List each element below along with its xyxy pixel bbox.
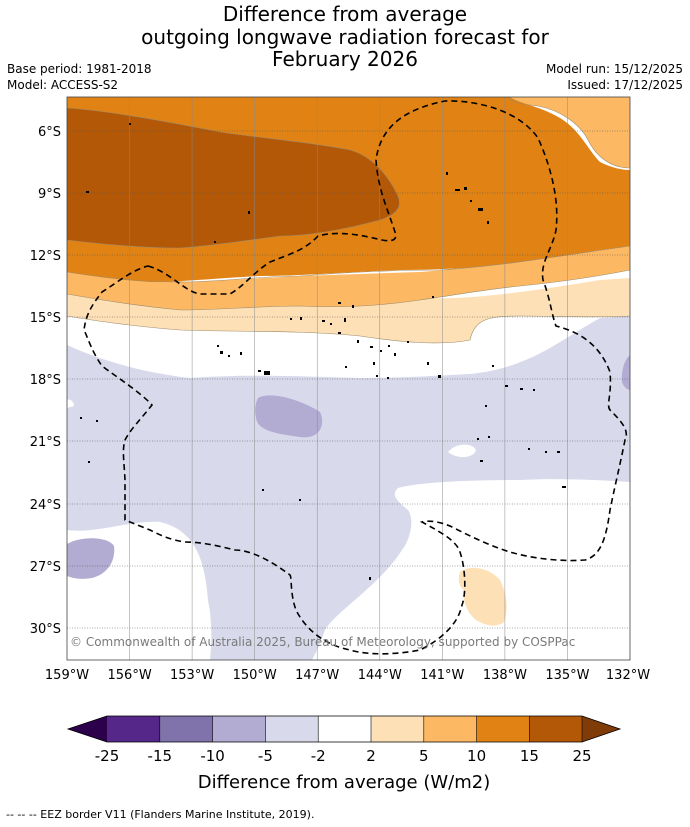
chart-title-line-2: outgoing longwave radiation forecast for [141,25,549,49]
y-tick-label: 30°S [30,622,61,637]
colorbar-bin-m15-m10 [159,716,213,742]
y-tick-label: 21°S [30,435,61,450]
y-tick-label: 24°S [30,498,61,513]
model-run-label: Model run: 15/12/2025 [545,62,683,76]
colorbar-title: Difference from average (W/m2) [198,772,490,793]
positive-anomaly-region-p2-p5 [67,278,630,343]
positive-anomaly-region-p2-p5 [458,567,507,626]
map-figure: © Commonwealth of Australia 2025, Bureau… [30,96,650,793]
x-axis-labels: 159°W 156°W 153°W 150°W 147°W 144°W 141°… [45,668,650,683]
y-tick-label: 6°S [38,125,61,140]
x-tick-label: 153°W [170,668,214,683]
colorbar-tick-label: 25 [572,747,591,765]
plot-frame [66,96,631,661]
colorbar-tick-label: 5 [419,747,429,765]
negative-anomaly-region-m5-m2 [67,316,630,660]
colorbar-bin-m25-m15 [107,716,160,742]
positive-anomaly-region-p5-p10 [67,246,630,310]
anomaly-field: © Commonwealth of Australia 2025, Bureau… [67,97,630,660]
colorbar-bin-m2-p2 [318,716,371,742]
colorbar-tick-label: 15 [520,747,539,765]
colorbar-bin-p15-p25 [529,716,582,742]
positive-anomaly-region-p5-p10 [510,97,630,168]
x-tick-label: 135°W [545,668,589,683]
colorbar-extend-low [68,716,107,742]
y-tick-label: 18°S [30,373,61,388]
neutral-patch [448,444,476,458]
y-tick-label: 12°S [30,249,61,264]
negative-anomaly-region-m10-m5 [67,538,115,579]
colorbar-bin-m10-m5 [212,716,266,742]
x-tick-label: 159°W [45,668,89,683]
y-tick-label: 27°S [30,560,61,575]
colorbar-tick-label: -5 [258,747,273,765]
colorbar-tick-label: 10 [467,747,486,765]
x-tick-label: 132°W [606,668,650,683]
y-tick-label: 15°S [30,311,61,326]
colorbar-bin-p5-p10 [423,716,477,742]
positive-anomaly-region-p15-p25 [67,108,400,248]
colorbar-bin-p2-p5 [371,716,424,742]
negative-anomaly-region-m10-m5 [621,355,630,390]
x-tick-label: 156°W [108,668,152,683]
colorbar-tick-label: -10 [200,747,225,765]
x-tick-label: 147°W [295,668,339,683]
model-label: Model: ACCESS-S2 [7,78,119,92]
colorbar-tick-label: -15 [148,747,173,765]
base-period-label: Base period: 1981-2018 [7,62,152,76]
colorbar-bin-p10-p15 [476,716,530,742]
y-axis-labels: 6°S 9°S 12°S 15°S 18°S 21°S 24°S 27°S 30… [30,125,61,637]
colorbar-bin-m5-m2 [265,716,319,742]
colorbar: -25 -15 -10 -5 -2 2 5 10 15 25 Differenc… [66,715,622,793]
chart-title-line-1: Difference from average [222,2,468,26]
y-tick-label: 9°S [38,187,61,202]
colorbar-extend-high [582,716,620,742]
negative-anomaly-region-m10-m5 [255,395,323,438]
colorbar-tick-label: -25 [95,747,120,765]
island-markers [80,123,566,580]
x-tick-label: 141°W [420,668,464,683]
neutral-patch [67,399,74,408]
copyright-credit: © Commonwealth of Australia 2025, Bureau… [70,635,575,649]
x-tick-label: 144°W [358,668,402,683]
colorbar-tick-label: -2 [311,747,326,765]
x-tick-label: 138°W [483,668,527,683]
x-tick-label: 150°W [233,668,277,683]
chart-title-line-3: February 2026 [272,47,418,71]
colorbar-tick-label: 2 [366,747,376,765]
eez-legend-footer: -- -- -- EEZ border V11 (Flanders Marine… [6,808,315,821]
issued-label: Issued: 17/12/2025 [567,78,683,92]
eez-border-french-polynesia [83,100,628,655]
contour-lines [67,97,630,344]
